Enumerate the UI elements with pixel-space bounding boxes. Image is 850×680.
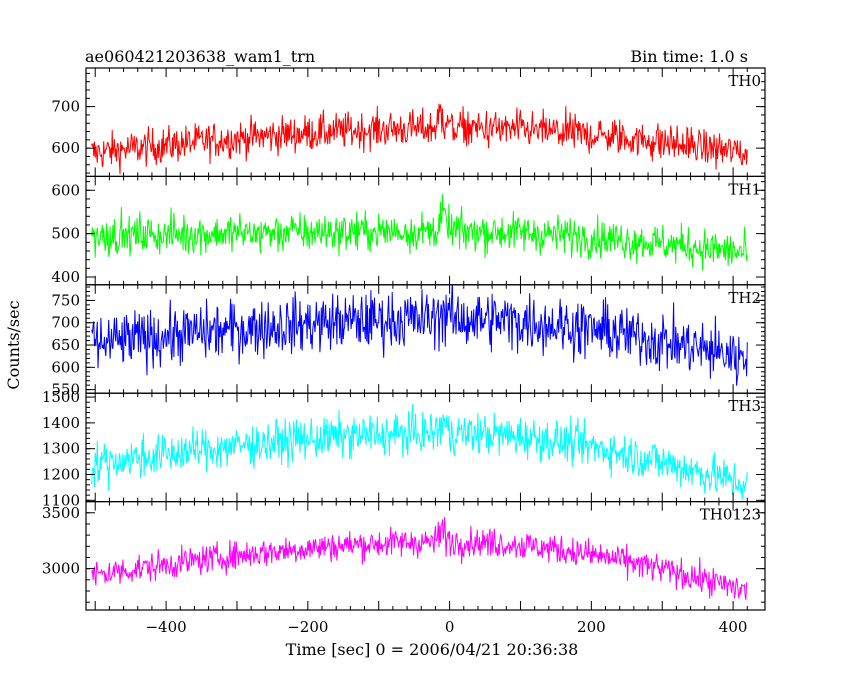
y-tick-label: 3500 — [42, 504, 80, 522]
panel-label-th0123: TH0123 — [700, 506, 761, 524]
panel-label-th0: TH0 — [728, 72, 761, 90]
y-tick-label: 700 — [51, 314, 80, 332]
y-tick-label: 500 — [51, 225, 80, 243]
panel-label-th3: TH3 — [728, 397, 761, 415]
y-tick-label: 1400 — [42, 414, 80, 432]
panel-frame — [85, 392, 766, 503]
y-tick-label: 600 — [51, 181, 80, 199]
bin-time-label: Bin time: 1.0 s — [630, 47, 748, 66]
panel-frame — [85, 67, 766, 178]
series-line-th0 — [91, 103, 748, 175]
y-tick-label: 400 — [51, 268, 80, 286]
y-axis-label: Counts/sec — [4, 300, 23, 389]
x-tick-label: 200 — [577, 618, 606, 636]
y-tick-label: 1500 — [42, 388, 80, 406]
y-tick-label: 700 — [51, 98, 80, 116]
panel-label-th1: TH1 — [728, 180, 761, 198]
x-tick-label: −200 — [287, 618, 328, 636]
y-tick-label: 750 — [51, 291, 80, 309]
panel-label-th2: TH2 — [728, 289, 761, 307]
y-tick-label: 3000 — [42, 560, 80, 578]
y-tick-label: 1300 — [42, 440, 80, 458]
plot-title: ae060421203638_wam1_trn — [85, 47, 315, 66]
x-tick-label: 0 — [445, 618, 455, 636]
series-line-th3 — [91, 403, 748, 500]
series-line-th1 — [91, 194, 748, 271]
series-line-th0123 — [91, 517, 748, 600]
y-tick-label: 600 — [51, 358, 80, 376]
x-tick-label: 400 — [719, 618, 748, 636]
panels-group: 600 700 TH0 400 500 600 TH1 550 600 650 700 750 TH2 1… — [42, 67, 766, 636]
y-tick-label: 650 — [51, 336, 80, 354]
x-tick-label: −400 — [145, 618, 186, 636]
x-axis-label: Time [sec] 0 = 2006/04/21 20:36:38 — [286, 640, 579, 659]
y-tick-label: 600 — [51, 139, 80, 157]
series-line-th2 — [91, 284, 748, 386]
y-tick-label: 1200 — [42, 466, 80, 484]
y-tick-label: 1100 — [42, 491, 80, 509]
panel-frame — [85, 501, 766, 611]
y-tick-label: 550 — [51, 381, 80, 399]
